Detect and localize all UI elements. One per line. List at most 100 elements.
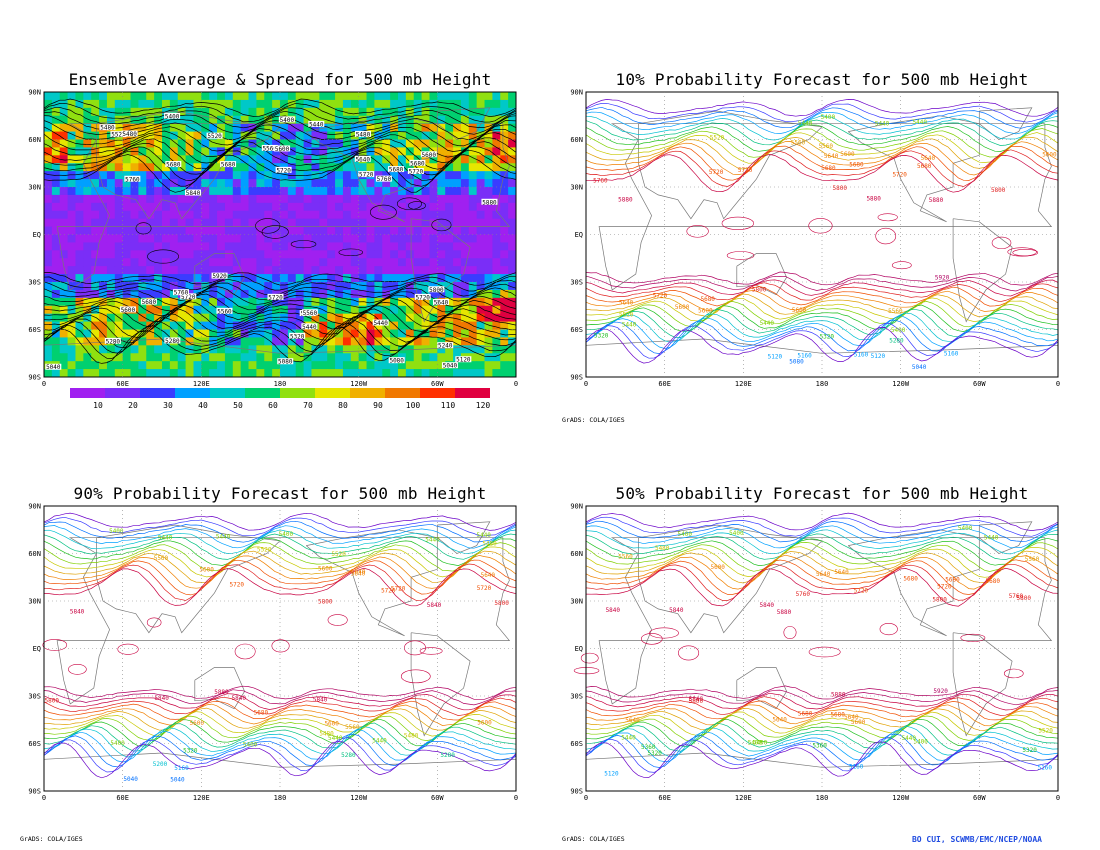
contour-label: 5840 (154, 695, 169, 702)
contour-label: 5440 (373, 320, 388, 327)
lat-tick-label: 30S (28, 693, 41, 701)
contour-label: 5440 (984, 534, 999, 541)
contour-label: 5200 (153, 761, 168, 768)
contour-label: 5640 (625, 717, 640, 724)
lat-tick-label: 30S (570, 279, 583, 287)
contour-label: 5400 (891, 327, 906, 334)
contour-label: 5760 (796, 591, 811, 598)
colorbar-segment (455, 388, 490, 398)
lat-tick-label: 90S (570, 374, 583, 382)
contour-label: 5480 (404, 733, 419, 740)
panel-prob10: 10% Probability Forecast for 500 mb Heig… (562, 64, 1082, 424)
contour-label: 5360 (641, 744, 656, 751)
contour-label: 5440 (622, 322, 637, 329)
lon-tick-label: 180 (816, 794, 829, 802)
colorbar-segment (175, 388, 210, 398)
map-prob50: 5840532056405840580054005880560055605360… (570, 503, 1060, 803)
colorbar-segment (315, 388, 350, 398)
lon-tick-label: 120E (193, 794, 210, 802)
lat-tick-label: 30N (28, 184, 41, 192)
contour-label: 5320 (290, 333, 305, 340)
contour-label: 5560 (618, 553, 633, 560)
contour-label: 5400 (958, 525, 973, 532)
contour-label: 5800 (833, 185, 848, 192)
colorbar-label: 100 (405, 401, 421, 410)
lat-tick-label: 60S (28, 740, 41, 748)
contour-label: 5320 (820, 334, 835, 341)
contour-label: 5680 (166, 162, 181, 169)
contour-label: 5760 (174, 290, 189, 297)
contour-label: 5560 (217, 308, 232, 315)
lat-tick-label: 90S (28, 788, 41, 796)
contour-label: 5880 (777, 609, 792, 616)
height-contours (573, 512, 1059, 778)
contour-label: 5560 (154, 555, 169, 562)
lon-tick-label: 0 (584, 380, 588, 388)
contour-label: 5680 (849, 162, 864, 169)
contour-label: 5520 (1038, 728, 1053, 735)
contour-labels: 5640508054805280568057205680568055205560… (45, 112, 498, 371)
contour-label: 5600 (199, 566, 214, 573)
contour-label: 5680 (945, 576, 960, 583)
panel-prob50: 50% Probability Forecast for 500 mb Heig… (562, 478, 1082, 843)
lat-tick-label: 60N (28, 136, 41, 144)
colorbar-label: 110 (440, 401, 456, 410)
contour-label: 5160 (944, 350, 959, 357)
contour-label: 5080 (789, 359, 804, 366)
lon-tick-label: 60E (116, 794, 129, 802)
contour-label: 5400 (280, 117, 295, 124)
contour-label: 5600 (710, 564, 725, 571)
spread-colorbar (70, 388, 490, 398)
colorbar-segment (105, 388, 140, 398)
contour-label: 5480 (100, 125, 115, 132)
contour-label: 5160 (854, 352, 869, 359)
contour-label: 5600 (422, 152, 437, 159)
contour-label: 5560 (888, 308, 903, 315)
contour-label: 5680 (700, 296, 715, 303)
contour-label: 5680 (830, 711, 845, 718)
contour-label: 5720 (230, 582, 245, 589)
colorbar-segment (140, 388, 175, 398)
contour-label: 5120 (871, 353, 886, 360)
contour-label: 5920 (935, 275, 950, 282)
lon-tick-label: 60E (658, 380, 671, 388)
contour-labels: 5560516054405640568054405680528056805600… (593, 114, 1057, 371)
contour-label: 5880 (482, 199, 497, 206)
contour-label: 5680 (821, 165, 836, 172)
contour-label: 5040 (912, 364, 927, 371)
colorbar-label: 30 (163, 401, 173, 410)
contour-label: 5640 (481, 572, 496, 579)
footnote: GrADS: COLA/IGES (562, 835, 625, 843)
colorbar-label: 40 (198, 401, 208, 410)
contour-label: 5080 (389, 358, 404, 365)
contour-label: 5120 (604, 770, 619, 777)
contour-label: 5640 (351, 571, 366, 578)
contour-label: 5520 (331, 551, 346, 558)
contour-label: 5880 (866, 195, 881, 202)
lon-tick-label: 120W (892, 380, 910, 388)
contour-label: 5640 (921, 155, 936, 162)
contour-label: 5760 (1009, 593, 1024, 600)
contour-label: 5480 (655, 545, 670, 552)
colorbar-segment (420, 388, 455, 398)
contour-label: 5600 (275, 146, 290, 153)
lat-tick-label: 30N (28, 598, 41, 606)
contour-label: 5720 (892, 171, 907, 178)
contour-label: 5120 (456, 357, 471, 364)
contour-label: 5720 (381, 587, 396, 594)
contour-label: 5440 (328, 735, 343, 742)
contour-label: 5840 (186, 190, 201, 197)
contour-label: 5160 (797, 352, 812, 359)
contour-label: 5720 (738, 167, 753, 174)
lon-tick-label: 120E (735, 794, 752, 802)
lon-tick-label: 0 (1056, 380, 1060, 388)
lon-tick-label: 120E (193, 380, 210, 388)
contour-label: 5720 (181, 294, 196, 301)
contour-label: 5560 (263, 145, 278, 152)
contour-label: 5840 (70, 609, 85, 616)
contour-label: 5400 (913, 739, 928, 746)
contour-label: 5400 (748, 740, 763, 747)
lat-tick-label: 90N (570, 89, 583, 97)
contour-label: 5680 (389, 167, 404, 174)
contour-label: 5280 (165, 338, 180, 345)
